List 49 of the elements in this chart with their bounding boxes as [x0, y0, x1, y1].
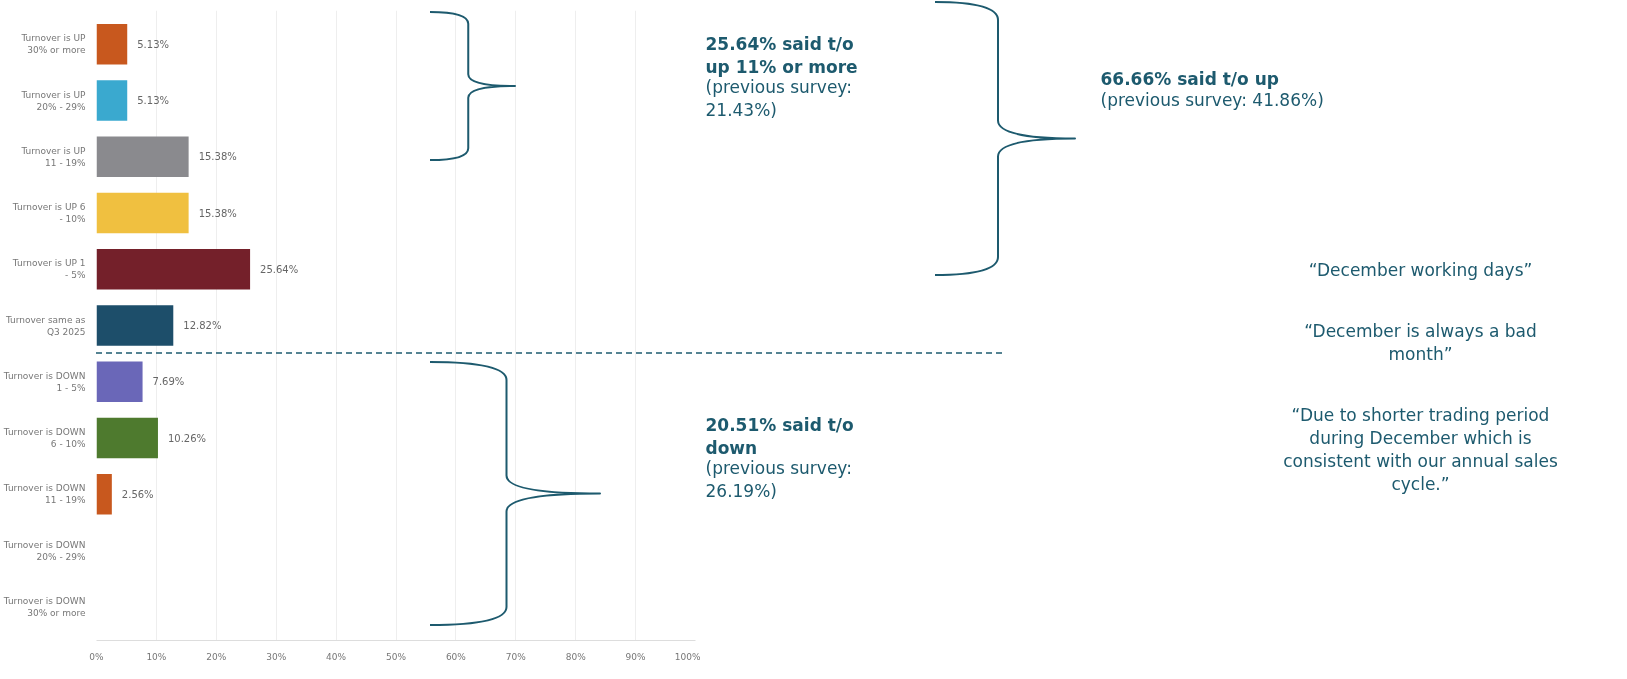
x-tick-label: 100%	[674, 651, 701, 662]
text: 66.66% said t/o up	[1100, 68, 1279, 89]
x-tick-label: 50%	[386, 651, 407, 662]
bar	[96, 249, 251, 290]
data-label: 15.38%	[198, 151, 237, 163]
x-tick-label: 40%	[326, 651, 347, 662]
bar	[96, 417, 158, 459]
y-tick-label: Turnover is UP 11 - 19%	[20, 145, 87, 168]
data-label: 15.38%	[198, 207, 237, 219]
bar	[96, 24, 128, 65]
y-tick-label: Turnover is DOWN 20% - 29%	[2, 539, 86, 562]
y-tick-label: Turnover is UP 6 - 10%	[11, 202, 86, 224]
x-tick-label: 20%	[206, 651, 227, 662]
bar	[96, 305, 174, 346]
y-tick-label: Turnover is DOWN 6 - 10%	[2, 427, 86, 449]
x-tick-label: 80%	[565, 651, 587, 662]
x-tick-label: 0%	[89, 651, 105, 662]
y-tick-label: Turnover is DOWN 30% or more	[2, 595, 86, 618]
bar	[96, 192, 189, 234]
text: 20.51% said t/o down	[705, 414, 854, 458]
x-tick-label: 70%	[505, 651, 527, 662]
data-label: 5.13%	[137, 95, 170, 106]
y-tick-label: Turnover same as Q3 2025	[4, 314, 86, 337]
text: (previous survey: 26.19%)	[705, 458, 852, 502]
bar	[96, 474, 112, 515]
data-label: 25.64%	[260, 263, 299, 275]
data-label: 7.69%	[152, 376, 185, 388]
text: “December is always a bad month”	[1304, 320, 1537, 364]
x-tick-label: 90%	[625, 651, 647, 662]
bar	[96, 136, 189, 177]
y-tick-label: Turnover is UP 1 - 5%	[11, 258, 86, 281]
bar	[96, 361, 143, 402]
text: “December working days”	[1308, 259, 1533, 280]
x-tick-label: 60%	[445, 651, 467, 662]
text: (previous survey: 41.86%)	[1100, 90, 1324, 111]
data-label: 2.56%	[121, 488, 154, 500]
y-tick-label: Turnover is DOWN 11 - 19%	[2, 483, 86, 506]
y-tick-label: Turnover is DOWN 1 - 5%	[2, 370, 86, 393]
data-label: 10.26%	[167, 432, 207, 444]
text: 25.64% said t/o up 11% or more	[705, 34, 858, 78]
data-label: 5.13%	[137, 38, 170, 50]
y-tick-label: Turnover is UP 30% or more	[20, 33, 87, 56]
text: (previous survey: 21.43%)	[705, 77, 852, 121]
text: “Due to shorter trading period during December which is consistent with our annual sales cycle.”	[1283, 405, 1558, 495]
data-label: 12.82%	[183, 320, 222, 331]
bar	[96, 80, 128, 121]
y-tick-label: Turnover is UP 20% - 29%	[20, 89, 87, 112]
x-tick-label: 10%	[146, 651, 167, 662]
x-tick-label: 30%	[266, 651, 287, 662]
